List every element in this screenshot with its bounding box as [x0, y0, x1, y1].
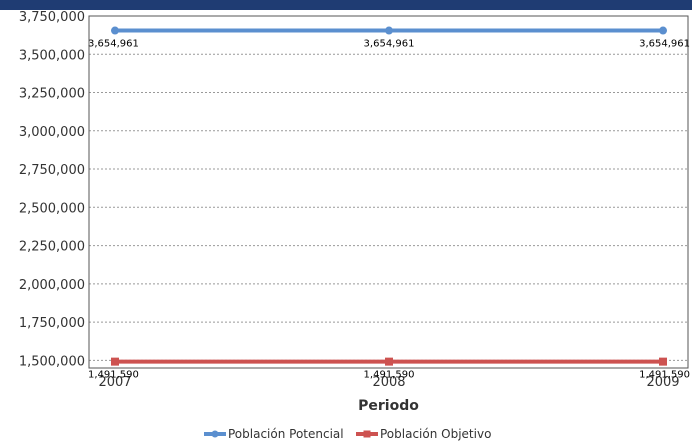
y-tick-label: 3,500,000 — [19, 48, 85, 63]
plot-area — [88, 15, 689, 369]
x-tick-label: 2007 — [98, 375, 131, 390]
data-point — [385, 26, 393, 35]
legend-label: Población Potencial — [228, 427, 344, 441]
x-tick-label: 2009 — [646, 375, 679, 390]
y-tick-label: 2,750,000 — [19, 163, 85, 178]
y-axis-ticks: 1,500,000 1,750,000 2,000,000 2,250,000 2,50… — [19, 10, 85, 369]
legend-marker — [363, 430, 371, 438]
data-point — [111, 26, 119, 35]
y-tick-label: 2,250,000 — [19, 240, 85, 255]
data-point — [111, 357, 119, 366]
series-layer — [111, 26, 667, 366]
legend-item: Población Objetivo — [356, 427, 491, 441]
data-point — [385, 357, 393, 366]
data-point — [659, 26, 667, 35]
header-bar — [0, 0, 692, 10]
data-label: 3,654,961 — [88, 39, 139, 50]
y-tick-label: 3,750,000 — [19, 10, 85, 25]
legend-item: Población Potencial — [204, 427, 344, 441]
x-tick-label: 2008 — [372, 375, 405, 390]
y-tick-label: 3,000,000 — [19, 125, 85, 140]
x-axis-title: Periodo — [358, 398, 419, 414]
y-tick-label: 3,250,000 — [19, 87, 85, 102]
data-label: 3,654,961 — [364, 39, 415, 50]
legend: Población Potencial Población Objetivo — [204, 427, 491, 441]
x-axis-ticks: 2007 2008 2009 — [98, 375, 679, 390]
data-label: 3,654,961 — [639, 39, 690, 50]
legend-marker — [211, 430, 219, 438]
data-point — [659, 357, 667, 366]
y-tick-label: 1,500,000 — [19, 354, 85, 369]
y-tick-label: 2,000,000 — [19, 278, 85, 293]
legend-label: Población Objetivo — [380, 427, 491, 441]
data-labels: 3,654,961 3,654,961 3,654,961 1,491,590 1,49… — [88, 39, 690, 381]
data-label: 1,491,590 — [364, 370, 415, 381]
y-tick-label: 2,500,000 — [19, 201, 85, 216]
data-label: 1,491,590 — [88, 370, 139, 381]
data-label: 1,491,590 — [639, 370, 690, 381]
gridlines — [89, 15, 688, 361]
y-tick-label: 1,750,000 — [19, 316, 85, 331]
